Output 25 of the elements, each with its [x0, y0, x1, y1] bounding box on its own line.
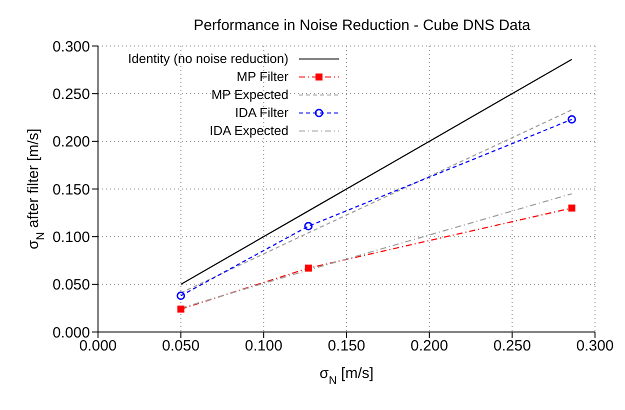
- y-tick-label: 0.100: [52, 228, 90, 246]
- x-axis-title: σ$_{N}$ [m/s]: [319, 365, 374, 387]
- x-tick-label: 0.100: [244, 338, 282, 355]
- point: [304, 222, 313, 230]
- x-tick-label: 0.150: [328, 338, 366, 355]
- legend-label: MP Filter: [236, 68, 290, 86]
- legend-label: IDA Expected: [208, 122, 290, 140]
- chart-title: Performance in Noise Reduction - Cube DNS Data: [194, 17, 532, 34]
- y-tick-label: 0.200: [52, 134, 90, 151]
- y-tick-label: 0.250: [52, 86, 90, 103]
- legend-label: IDA Filter: [234, 104, 290, 122]
- legend-label: MP Expected: [210, 86, 290, 104]
- x-tick-label: 0.300: [576, 338, 614, 355]
- x-tick-label: 0.200: [410, 338, 448, 355]
- x-tick-label: 0.050: [162, 338, 200, 355]
- y-tick-label: 0.300: [52, 38, 90, 56]
- legend-label: Identity (no noise reduction): [128, 50, 290, 68]
- point: [177, 306, 184, 313]
- x-tick-label: 0.250: [493, 338, 531, 355]
- point: [568, 204, 576, 212]
- y-tick-label: 0.050: [52, 276, 90, 294]
- point: [568, 115, 576, 124]
- y-tick-label: 0.150: [52, 181, 90, 198]
- point: [176, 292, 186, 300]
- point: [304, 264, 312, 272]
